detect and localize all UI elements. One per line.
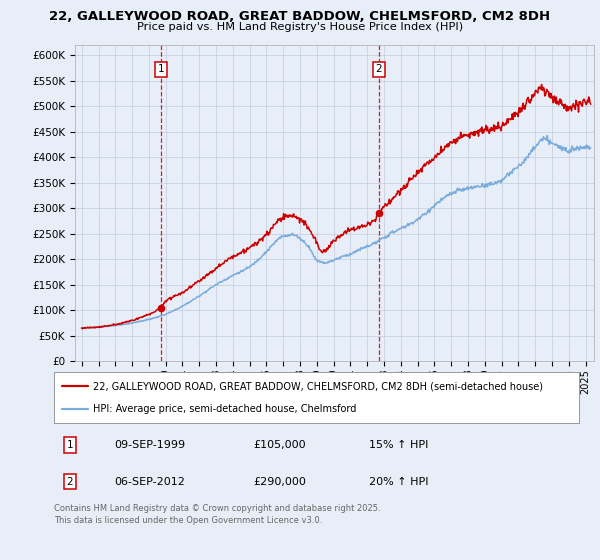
Text: 22, GALLEYWOOD ROAD, GREAT BADDOW, CHELMSFORD, CM2 8DH: 22, GALLEYWOOD ROAD, GREAT BADDOW, CHELM…	[49, 10, 551, 23]
Text: HPI: Average price, semi-detached house, Chelmsford: HPI: Average price, semi-detached house,…	[94, 404, 357, 414]
Text: 09-SEP-1999: 09-SEP-1999	[115, 440, 185, 450]
Text: 1: 1	[67, 440, 73, 450]
Text: 2: 2	[376, 64, 382, 74]
Text: 1: 1	[157, 64, 164, 74]
Text: 06-SEP-2012: 06-SEP-2012	[115, 477, 185, 487]
Text: 15% ↑ HPI: 15% ↑ HPI	[369, 440, 428, 450]
Text: £105,000: £105,000	[254, 440, 306, 450]
Text: 2: 2	[67, 477, 73, 487]
Text: Contains HM Land Registry data © Crown copyright and database right 2025.
This d: Contains HM Land Registry data © Crown c…	[54, 504, 380, 525]
Text: £290,000: £290,000	[254, 477, 307, 487]
Text: 22, GALLEYWOOD ROAD, GREAT BADDOW, CHELMSFORD, CM2 8DH (semi-detached house): 22, GALLEYWOOD ROAD, GREAT BADDOW, CHELM…	[94, 381, 544, 391]
Text: Price paid vs. HM Land Registry's House Price Index (HPI): Price paid vs. HM Land Registry's House …	[137, 22, 463, 32]
Text: 20% ↑ HPI: 20% ↑ HPI	[369, 477, 428, 487]
